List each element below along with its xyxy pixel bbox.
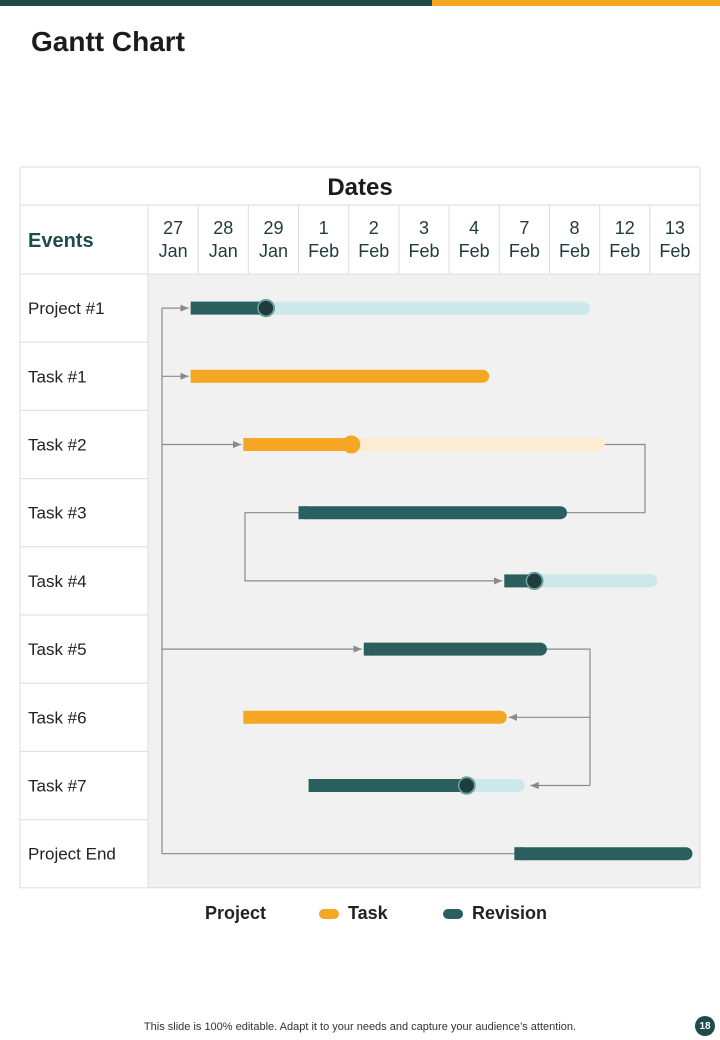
- legend-label-project: Project: [205, 903, 267, 923]
- page-number-badge: 18: [695, 1016, 715, 1036]
- dependency-connector: [567, 443, 646, 514]
- dependency-arrow: [244, 512, 503, 585]
- legend-swatch-revision: [443, 908, 463, 919]
- date-month-label: Feb: [609, 241, 640, 261]
- gantt-bar-progress: [190, 301, 266, 315]
- progress-marker-dot: [257, 299, 275, 317]
- footer-note: This slide is 100% editable. Adapt it to…: [143, 1021, 577, 1033]
- gantt-bar: [514, 847, 693, 861]
- date-day-label: 4: [469, 218, 479, 238]
- progress-marker-dot: [525, 572, 544, 590]
- events-header: Events: [28, 230, 94, 252]
- gantt-bar-square-start: [363, 642, 372, 656]
- gantt-bar-progress: [308, 779, 467, 792]
- date-day-label: 2: [369, 218, 379, 238]
- legend-item-revision: Revision: [443, 903, 547, 924]
- gantt-bar: [243, 710, 507, 724]
- date-month-label: Jan: [209, 241, 238, 261]
- gantt-bar: [190, 369, 490, 383]
- legend: Project Task Revision: [0, 903, 720, 933]
- legend-item-project: Project: [205, 903, 266, 924]
- date-day-label: 29: [263, 218, 283, 238]
- date-month-label: Feb: [459, 241, 490, 261]
- row-label: Task #6: [28, 708, 87, 727]
- legend-label-task: Task: [348, 903, 388, 923]
- date-day-label: 8: [570, 218, 580, 238]
- gantt-bar-progress: [243, 438, 352, 451]
- gantt-bar-square-start: [243, 710, 252, 724]
- row-label: Task #7: [28, 777, 87, 796]
- date-month-label: Feb: [559, 241, 590, 261]
- date-day-label: 28: [213, 218, 233, 238]
- row-label: Task #5: [28, 640, 87, 659]
- dates-header: Dates: [327, 174, 392, 201]
- row-label: Task #3: [28, 504, 87, 523]
- table-border: [19, 166, 701, 889]
- gantt-bar: [298, 506, 568, 520]
- legend-item-task: Task: [319, 903, 388, 924]
- date-month-label: Jan: [259, 241, 288, 261]
- dependency-connector: [546, 648, 591, 786]
- row-label: Task #1: [28, 367, 87, 386]
- gantt-chart: Dates Events 27 Jan 28 Jan 29 Jan 1 Feb 2 Feb 3 Feb 4 F…: [19, 166, 701, 889]
- date-day-label: 27: [163, 218, 183, 238]
- row-label: Project End: [28, 845, 116, 864]
- progress-marker-dot: [457, 776, 476, 795]
- legend-swatch-task: [319, 908, 339, 919]
- date-day-label: 3: [419, 218, 429, 238]
- date-month-label: Feb: [509, 241, 540, 261]
- date-month-label: Feb: [308, 241, 339, 261]
- page-title: Gantt Chart: [31, 26, 185, 57]
- row-label: Task #2: [28, 436, 87, 455]
- date-month-label: Jan: [159, 241, 188, 261]
- date-month-label: Feb: [408, 241, 439, 261]
- gantt-bar-square-start: [514, 847, 523, 861]
- date-day-label: 12: [615, 218, 635, 238]
- progress-marker: [342, 435, 361, 454]
- top-accent-bar-dark: [0, 0, 432, 6]
- gantt-bar-remaining: [190, 301, 590, 315]
- date-day-label: 7: [519, 218, 529, 238]
- gantt-bar-square-start: [190, 369, 199, 383]
- row-label: Project #1: [28, 299, 105, 318]
- legend-label-revision: Revision: [472, 903, 548, 923]
- date-day-label: 13: [665, 218, 685, 238]
- row-label: Task #4: [28, 572, 87, 591]
- date-month-label: Feb: [358, 241, 389, 261]
- date-month-label: Feb: [659, 241, 690, 261]
- date-day-label: 1: [319, 218, 329, 238]
- gantt-bar-square-start: [298, 506, 307, 520]
- top-accent-bar-orange: [432, 0, 720, 6]
- gantt-bar: [363, 642, 547, 656]
